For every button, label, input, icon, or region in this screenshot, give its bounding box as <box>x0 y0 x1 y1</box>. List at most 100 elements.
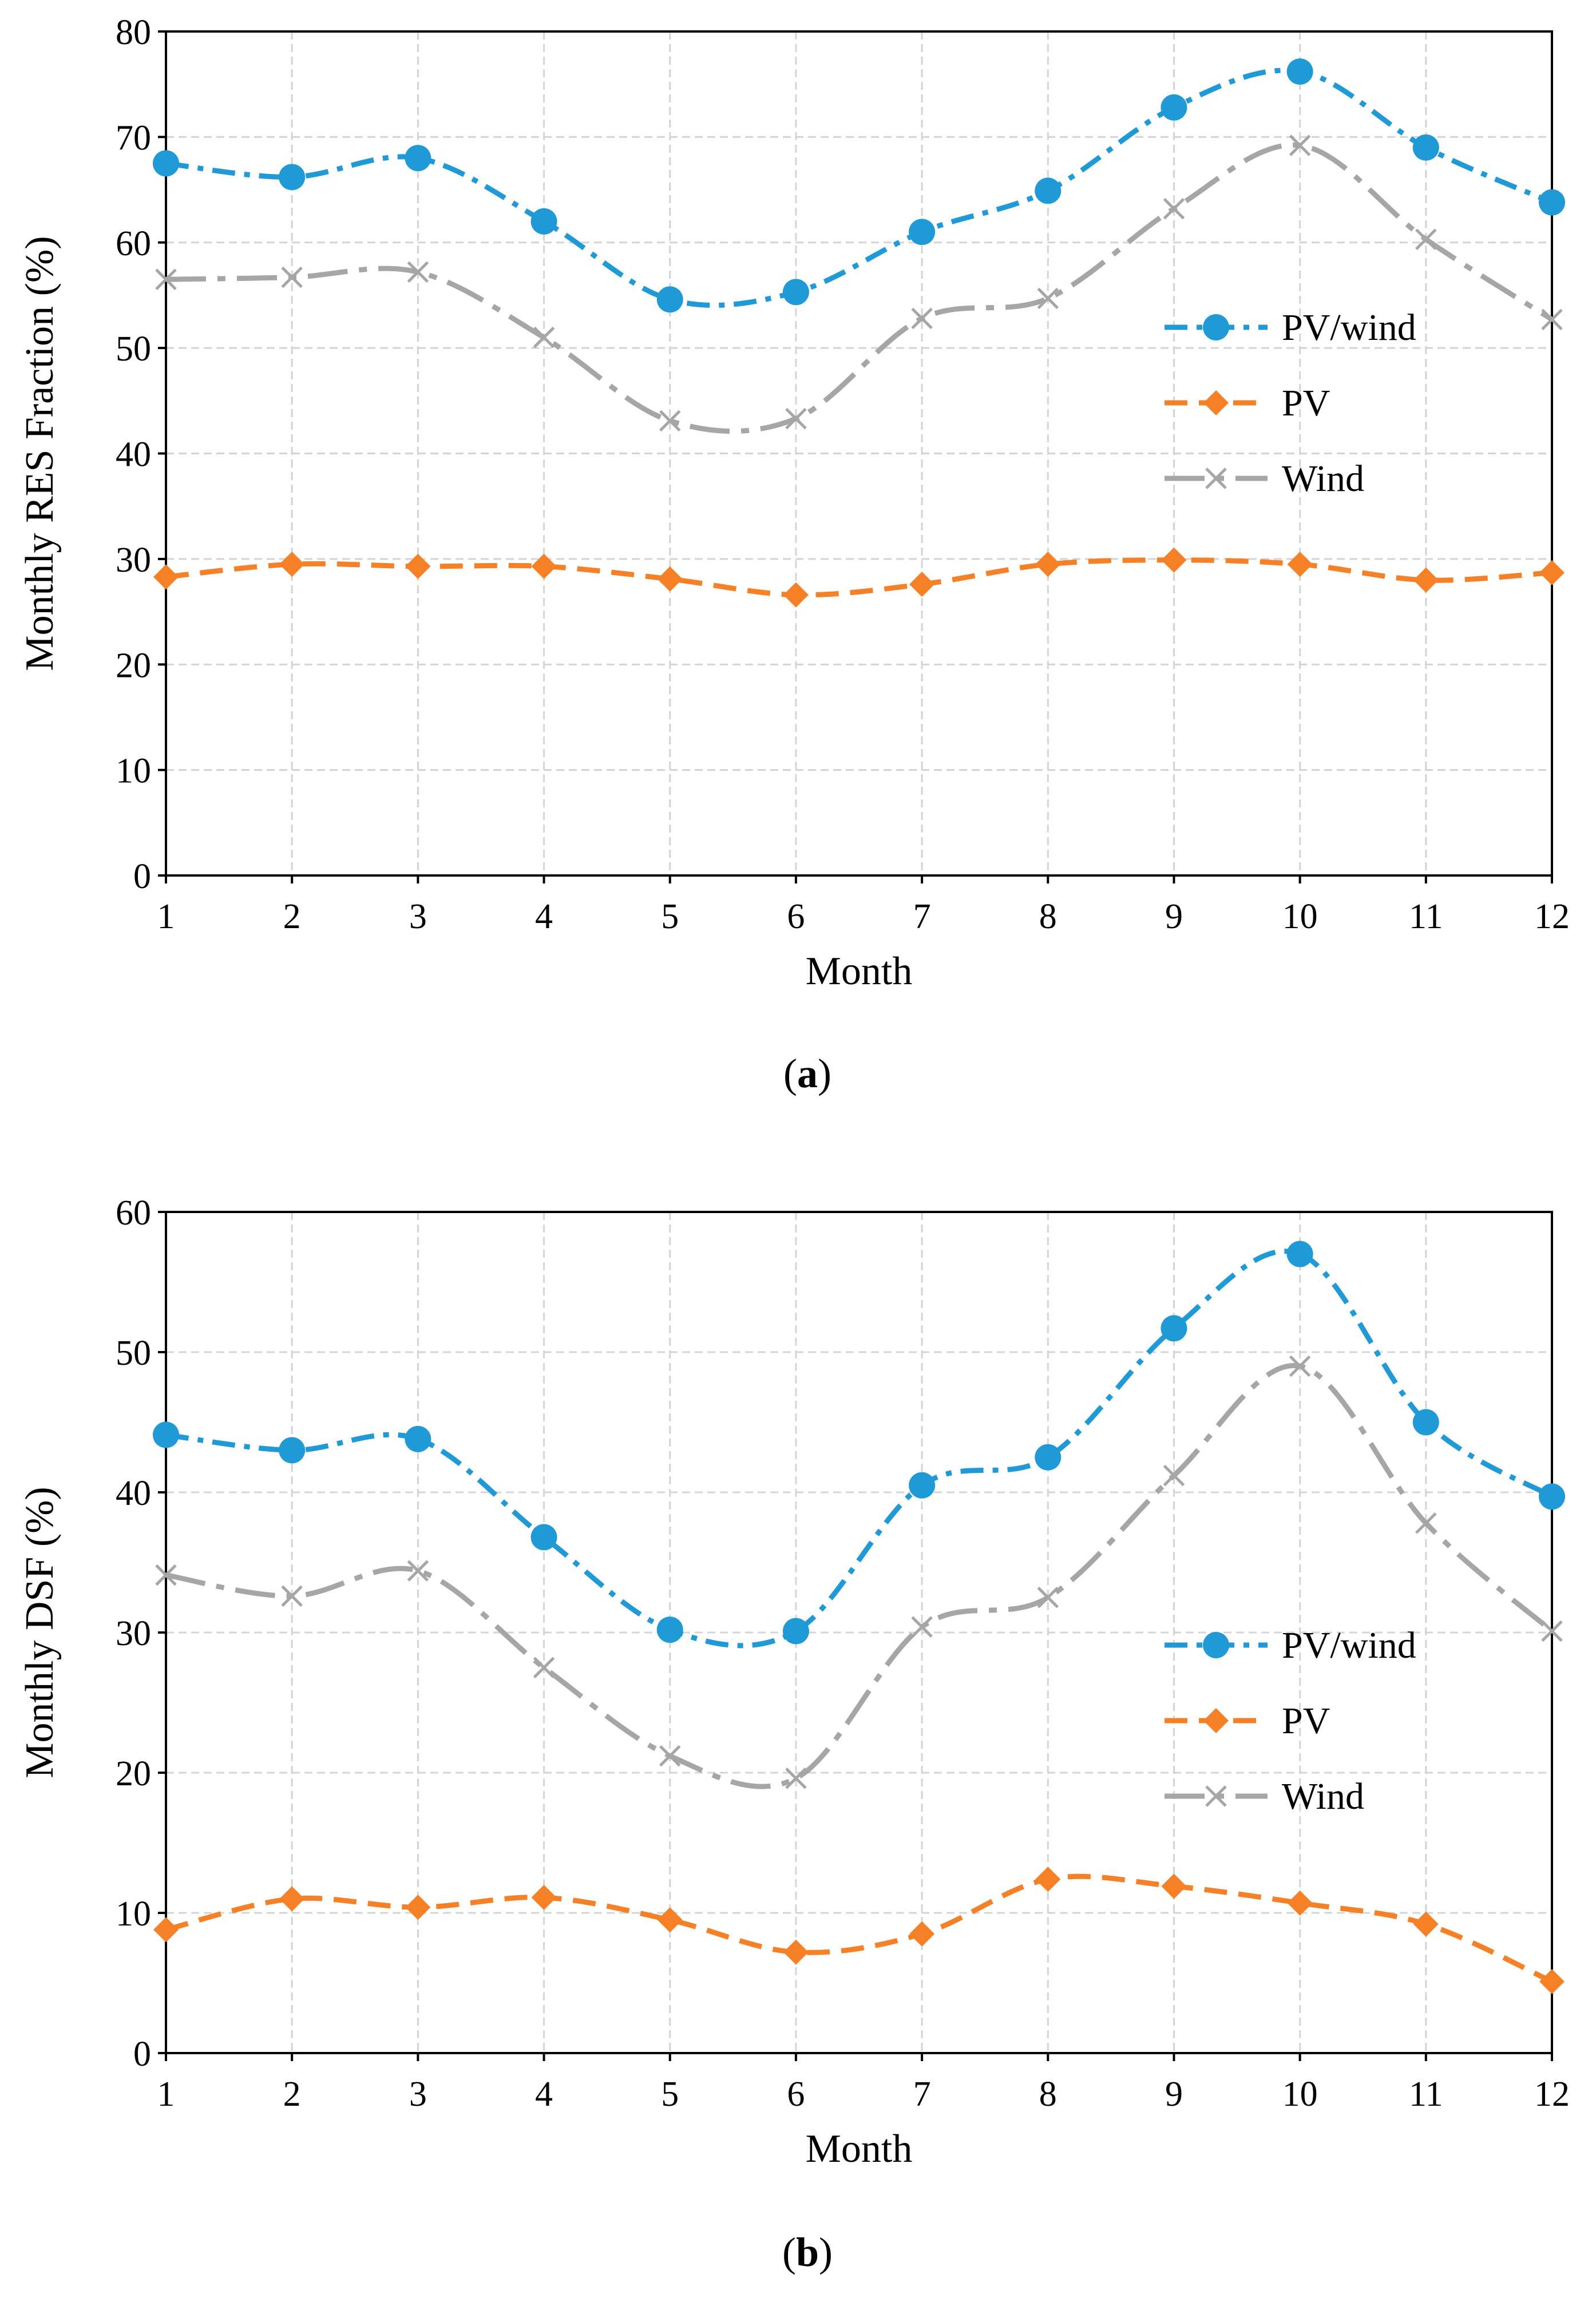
panel-b-legend-marker-pv <box>1203 1708 1229 1733</box>
panel-a-point-pv-8 <box>1035 552 1061 577</box>
panel-b-xtick-label-5: 5 <box>661 2075 679 2114</box>
panel-b-xtick-label-1: 1 <box>157 2075 175 2114</box>
panel-a-ytick-label-40: 40 <box>116 435 151 474</box>
panel-a-legend: PV/wind PV Wind <box>1165 307 1416 500</box>
panel-a-point-pv-9 <box>1161 547 1187 573</box>
panel-a-x-axis-title: Month <box>806 949 913 993</box>
panel-b-ytick-label-0: 0 <box>133 2035 151 2074</box>
panel-b-point-wind-9 <box>1163 1464 1185 1487</box>
panel-b-point-pv-12 <box>1539 1969 1565 1995</box>
panel-b-point-pv-11 <box>1413 1911 1439 1937</box>
panel-b-legend-marker-wind <box>1205 1785 1227 1807</box>
panel-b-legend-label-pv-wind: PV/wind <box>1282 1625 1416 1666</box>
panel-b-point-wind-1 <box>155 1564 177 1586</box>
panel-a-point-pv-12 <box>1539 560 1565 585</box>
panel-a-point-pv-wind-2 <box>279 164 306 191</box>
panel-b-point-wind-3 <box>407 1560 429 1582</box>
panel-a-point-pv-wind-1 <box>153 150 179 177</box>
panel-a-line-pv <box>165 557 1553 598</box>
panel-b-point-pv-9 <box>1161 1873 1187 1899</box>
panel-a-point-pv-4 <box>531 553 557 579</box>
panel-b-legend: PV/wind PV Wind <box>1165 1625 1416 1817</box>
panel-b-xtick-label-2: 2 <box>283 2075 301 2114</box>
panel-b-xtick-label-3: 3 <box>409 2075 427 2114</box>
panel-b-point-wind-10 <box>1289 1355 1311 1377</box>
panel-b-point-pv-2 <box>279 1886 305 1912</box>
panel-b-legend-label-wind: Wind <box>1282 1776 1364 1817</box>
panel-b-xtick-label-8: 8 <box>1039 2075 1057 2114</box>
panel-b-point-wind-11 <box>1415 1512 1437 1534</box>
panel-b-point-pv-wind-2 <box>279 1437 306 1464</box>
panel-a-xtick-label-9: 9 <box>1165 897 1183 936</box>
panel-b-point-wind-5 <box>659 1745 681 1767</box>
panel-b-point-pv-7 <box>909 1921 935 1947</box>
panel-a-point-wind-5 <box>659 410 681 432</box>
panel-b-point-pv-wind-7 <box>909 1472 936 1499</box>
panel-a-xtick-label-2: 2 <box>283 897 301 936</box>
panel-b-point-pv-wind-8 <box>1035 1444 1062 1471</box>
panel-a-point-wind-6 <box>785 407 807 430</box>
panel-b-point-wind-12 <box>1541 1620 1563 1642</box>
panel-a-caption: (a) <box>783 1051 831 1096</box>
panel-a-point-pv-3 <box>405 553 431 579</box>
panel-a-point-pv-wind-8 <box>1035 177 1062 204</box>
panel-a-point-pv-7 <box>909 572 935 597</box>
panel-a-point-wind-2 <box>281 266 303 288</box>
panel-b-point-pv-wind-10 <box>1286 1241 1313 1267</box>
panel-b-legend-label-pv: PV <box>1282 1700 1330 1742</box>
panel-a-ytick-label-60: 60 <box>116 224 151 263</box>
panel-b-xtick-label-12: 12 <box>1534 2075 1570 2114</box>
panel-b-point-pv-wind-5 <box>656 1616 683 1643</box>
panel-a-ytick-label-0: 0 <box>133 857 151 896</box>
panel-a-point-pv-wind-5 <box>656 286 683 313</box>
panel-b-point-pv-wind-6 <box>782 1618 809 1645</box>
panel-b-line-wind <box>165 1363 1554 1789</box>
panel-a-point-pv-wind-11 <box>1412 134 1439 161</box>
panel-a-point-pv-1 <box>153 564 179 590</box>
panel-a-ytick-label-70: 70 <box>116 118 151 157</box>
panel-a-y-axis-title: Monthly RES Fraction (%) <box>18 236 62 671</box>
panel-b-caption: (b) <box>782 2229 833 2275</box>
panel-b-ytick-label-50: 50 <box>116 1334 151 1373</box>
panel-a-legend-marker-pv-wind <box>1203 314 1229 340</box>
panel-a-point-pv-6 <box>783 582 809 608</box>
panel-a-legend-label-pv-wind: PV/wind <box>1282 307 1416 348</box>
panel-a-xtick-label-11: 11 <box>1409 897 1443 936</box>
panel-a-ytick-label-50: 50 <box>116 330 151 369</box>
panel-a-point-pv-wind-12 <box>1539 189 1565 216</box>
panel-b-point-pv-8 <box>1035 1867 1061 1892</box>
panel-b-point-pv-wind-1 <box>153 1421 179 1448</box>
panel-a-point-pv-2 <box>279 552 305 577</box>
panel-b-point-pv-4 <box>531 1885 557 1911</box>
panel-a-ytick-label-20: 20 <box>116 646 151 685</box>
panel-a-point-wind-1 <box>155 268 177 291</box>
panel-b-xtick-label-10: 10 <box>1282 2075 1318 2114</box>
panel-a-legend-marker-wind <box>1205 467 1227 489</box>
panel-a-xtick-label-1: 1 <box>157 897 175 936</box>
panel-a-point-pv-10 <box>1287 552 1313 577</box>
panel-b-point-pv-1 <box>153 1917 179 1943</box>
panel-b-point-wind-6 <box>785 1768 807 1789</box>
panel-b-point-wind-7 <box>911 1616 933 1638</box>
panel-a-line-pv-wind <box>165 68 1553 308</box>
panel-a-xtick-label-4: 4 <box>535 897 553 936</box>
panel-a-grid <box>166 31 1552 875</box>
panel-b-xtick-label-7: 7 <box>913 2075 931 2114</box>
panel-a-point-wind-12 <box>1541 308 1563 331</box>
panel-b-ytick-label-30: 30 <box>116 1614 151 1653</box>
panel-a-xtick-label-6: 6 <box>787 897 805 936</box>
panel-b-point-pv-wind-9 <box>1161 1315 1187 1342</box>
panel-a-series-wind <box>155 134 1563 434</box>
panel-b-xtick-label-11: 11 <box>1409 2075 1443 2114</box>
panel-a-line-wind <box>165 142 1554 434</box>
panel-a-point-wind-11 <box>1415 228 1437 250</box>
panel-b-point-pv-wind-4 <box>530 1524 557 1551</box>
panel-b-ytick-label-60: 60 <box>116 1194 151 1233</box>
panel-b-grid <box>166 1212 1552 2053</box>
panel-a-point-pv-5 <box>657 566 683 592</box>
panel-a-ytick-label-80: 80 <box>116 13 151 52</box>
